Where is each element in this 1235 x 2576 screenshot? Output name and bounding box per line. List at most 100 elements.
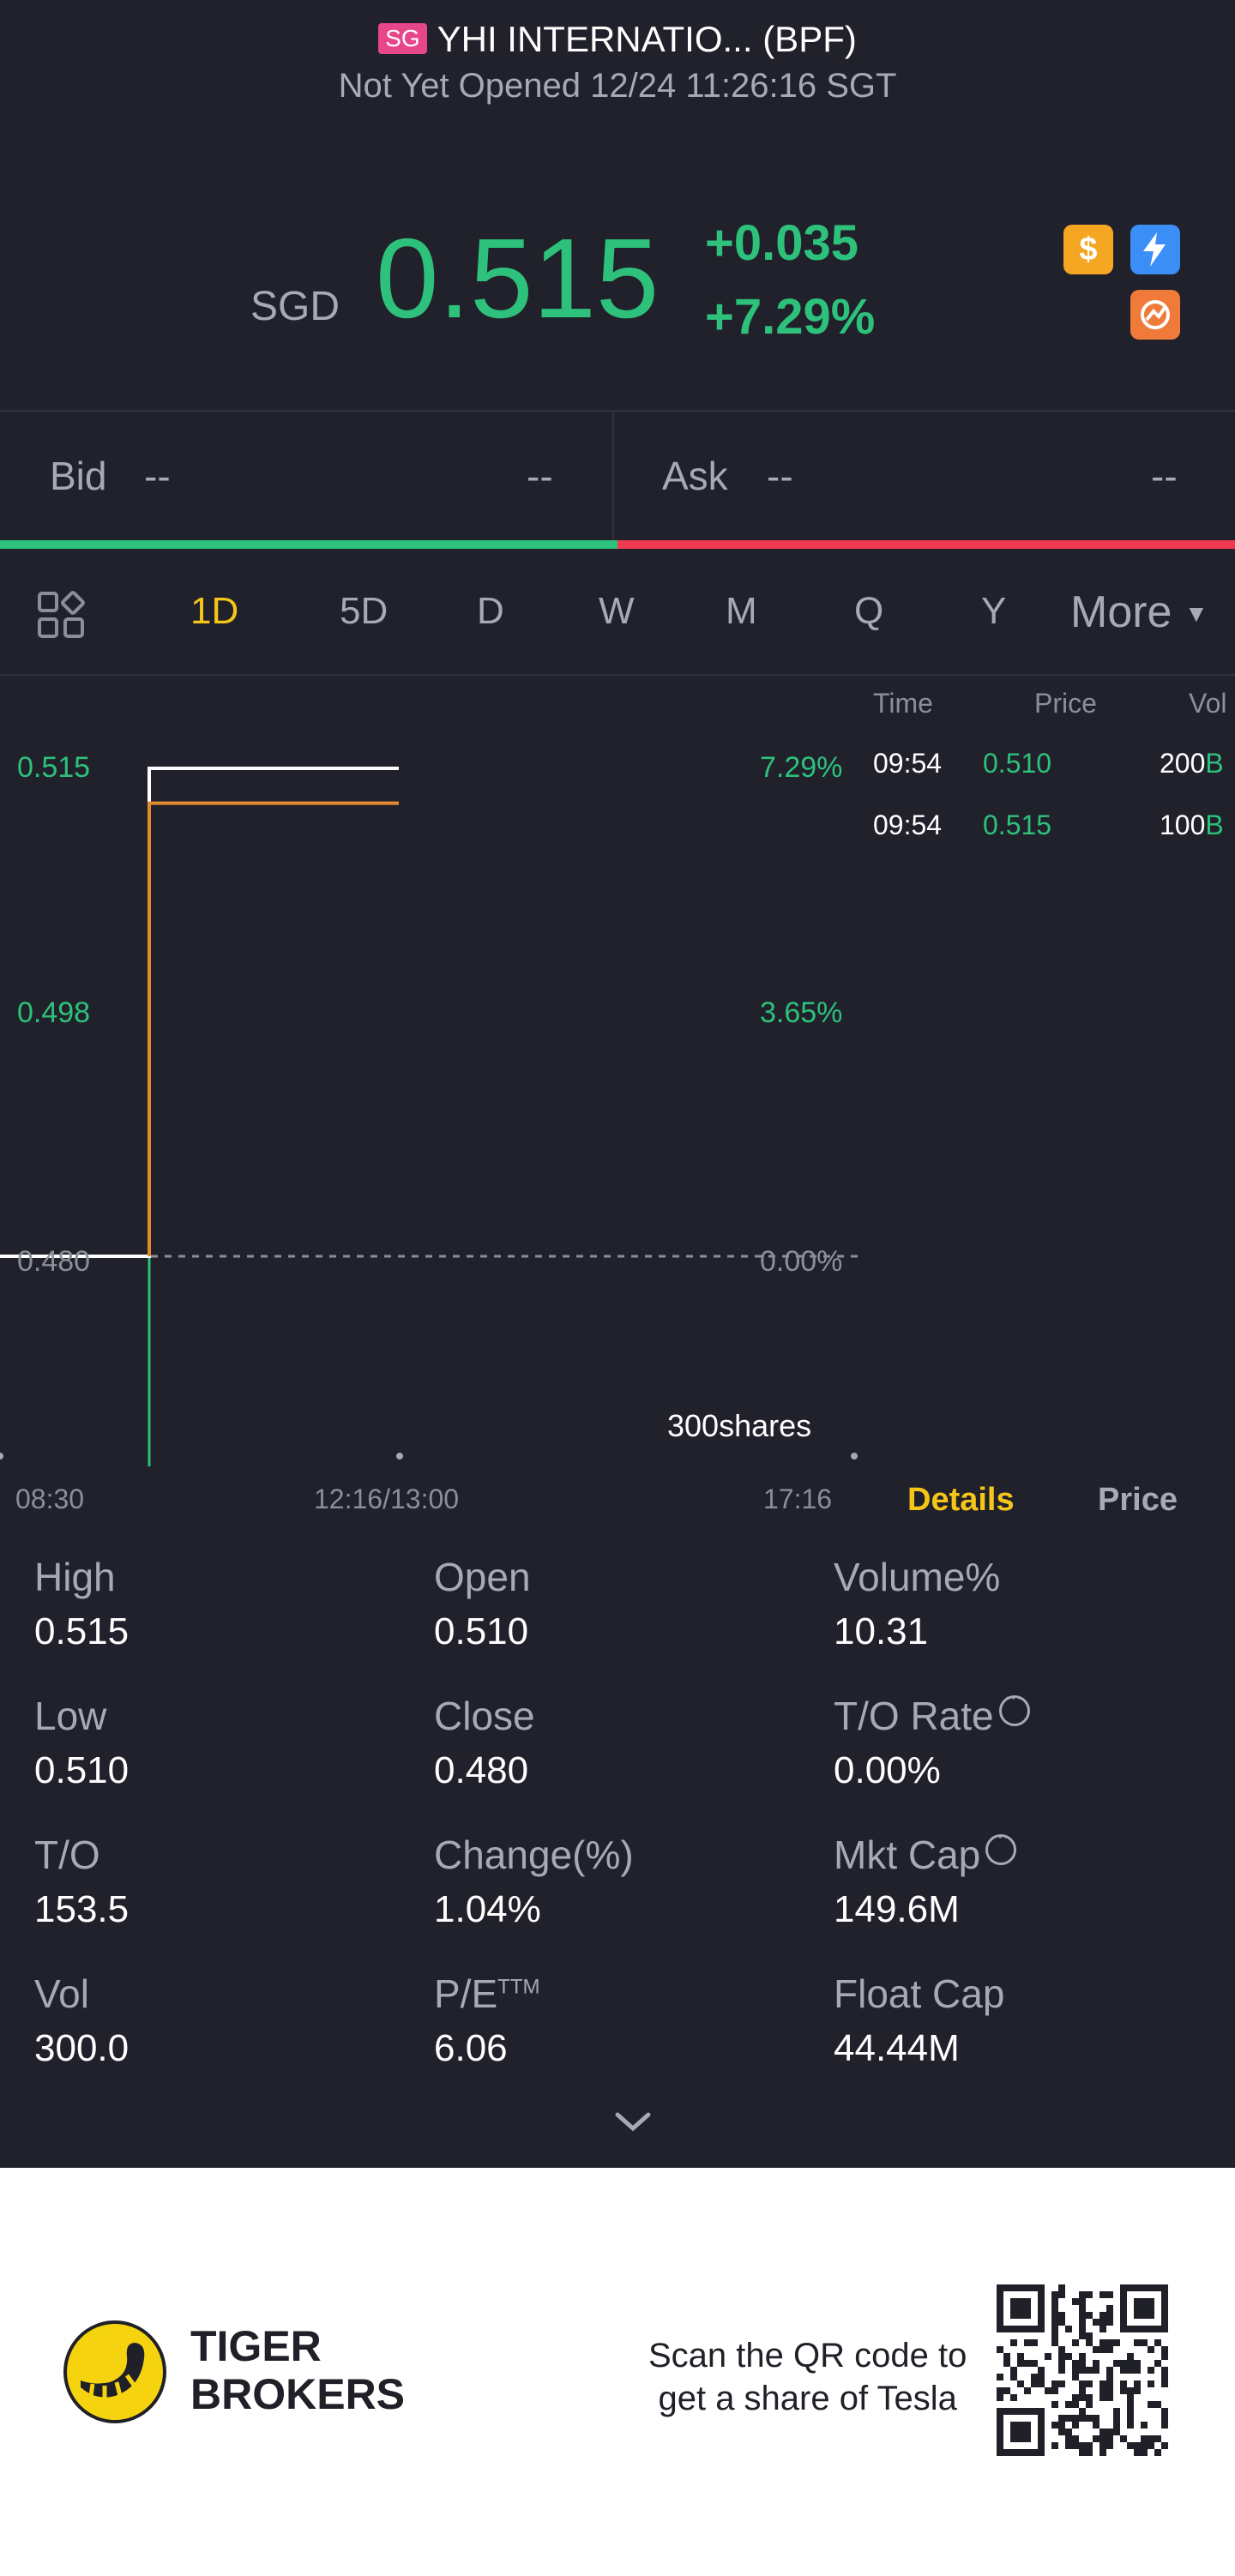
qr-module: [1086, 2394, 1093, 2401]
qr-module: [1113, 2408, 1120, 2415]
detail-label-high: High: [34, 1555, 116, 1599]
qr-module: [1093, 2422, 1099, 2429]
qr-module: [1086, 2442, 1093, 2449]
detail-label-pe: P/ETTM: [434, 1971, 539, 2017]
qr-module: [997, 2387, 1003, 2394]
qr-module: [1079, 2449, 1086, 2456]
qr-module: [1099, 2291, 1106, 2298]
qr-module: [1051, 2422, 1058, 2429]
qr-module: [1148, 2380, 1154, 2387]
tab-5d[interactable]: 5D: [340, 590, 389, 632]
chevron-down-icon[interactable]: [609, 2106, 657, 2141]
qr-module: [1148, 2442, 1154, 2449]
tab-1d[interactable]: 1D: [190, 590, 239, 632]
bid-price: --: [144, 454, 171, 498]
qr-module: [1079, 2408, 1086, 2415]
qr-module: [1072, 2360, 1079, 2367]
tab-d[interactable]: D: [477, 590, 504, 632]
qr-module: [1134, 2380, 1141, 2387]
qr-module: [1051, 2442, 1058, 2449]
qr-module: [1161, 2353, 1168, 2360]
avg-price-line: [148, 801, 399, 1256]
qr-module: [1161, 2408, 1168, 2415]
tab-m[interactable]: M: [726, 590, 757, 632]
pct-tick-high: 7.29%: [760, 751, 843, 784]
qr-module: [1017, 2380, 1024, 2387]
layout-grid-icon[interactable]: [36, 590, 87, 646]
qr-module: [1065, 2401, 1072, 2408]
qr-module: [1113, 2422, 1120, 2429]
qr-module: [1045, 2387, 1051, 2394]
x-tick-open: 08:30: [15, 1484, 85, 1514]
tab-more[interactable]: More ▼: [1070, 587, 1208, 638]
pct-tick-mid: 3.65%: [760, 996, 843, 1029]
trade-price: 0.510: [983, 748, 1052, 779]
qr-module: [1072, 2415, 1079, 2422]
detail-value-vol: 300.0: [34, 2027, 130, 2069]
qr-module: [1154, 2401, 1161, 2408]
app-screen: [0, 0, 1235, 2168]
qr-module: [1127, 2401, 1134, 2408]
qr-module: [1161, 2422, 1168, 2429]
qr-module: [1120, 2367, 1127, 2374]
detail-label-open: Open: [434, 1555, 531, 1599]
detail-label-pe-sup: TTM: [497, 1975, 540, 1999]
qr-finder: [1134, 2298, 1154, 2319]
qr-module: [1154, 2360, 1161, 2367]
more-info-icon[interactable]: [998, 1686, 1030, 1726]
qr-module: [1106, 2429, 1113, 2435]
qr-module: [1148, 2435, 1154, 2442]
qr-module: [1086, 2415, 1093, 2422]
ask-ratio-bar: [618, 540, 1235, 549]
qr-module: [1134, 2339, 1141, 2346]
qr-module: [1120, 2387, 1127, 2394]
dollar-icon[interactable]: $: [1063, 225, 1113, 274]
detail-value-change-pct: 1.04%: [434, 1888, 541, 1930]
intraday-chart[interactable]: [0, 677, 866, 1466]
qr-module: [1106, 2305, 1113, 2312]
qr-module: [1106, 2435, 1113, 2442]
qr-module: [1120, 2360, 1127, 2367]
qr-module: [1051, 2312, 1058, 2319]
qr-module: [1051, 2339, 1058, 2346]
margin-icon[interactable]: [1130, 290, 1180, 340]
tab-price[interactable]: Price: [1098, 1482, 1178, 1518]
qr-module: [1051, 2291, 1058, 2298]
qr-module: [1051, 2319, 1058, 2326]
qr-module: [1099, 2346, 1106, 2353]
qr-module: [1079, 2298, 1086, 2305]
qr-module: [1113, 2339, 1120, 2346]
qr-module: [1127, 2394, 1134, 2401]
qr-module: [1058, 2415, 1065, 2422]
tab-q[interactable]: Q: [854, 590, 884, 632]
qr-module: [1106, 2339, 1113, 2346]
qr-module: [1058, 2422, 1065, 2429]
qr-module: [1086, 2449, 1093, 2456]
qr-module: [1045, 2353, 1051, 2360]
detail-label-pe-text: P/E: [434, 1971, 498, 2016]
qr-module: [1031, 2339, 1038, 2346]
qr-module: [1058, 2284, 1065, 2291]
qr-module: [1099, 2312, 1106, 2319]
qr-module: [997, 2394, 1003, 2401]
qr-module: [1099, 2442, 1106, 2449]
tab-w[interactable]: W: [599, 590, 635, 632]
y-tick-mid: 0.498: [17, 996, 91, 1029]
tab-y[interactable]: Y: [981, 590, 1007, 632]
lightning-icon[interactable]: [1130, 225, 1180, 274]
more-info-icon[interactable]: [985, 1825, 1017, 1865]
qr-module: [1024, 2339, 1031, 2346]
qr-module: [1079, 2442, 1086, 2449]
detail-label-to-rate-text: T/O Rate: [834, 1694, 994, 1738]
trade-time: 09:54: [873, 810, 943, 840]
tab-details[interactable]: Details: [907, 1482, 1015, 1518]
qr-module: [1093, 2360, 1099, 2367]
qr-module: [1106, 2319, 1113, 2326]
qr-module: [1099, 2394, 1106, 2401]
trade-price: 0.515: [983, 810, 1052, 840]
qr-module: [1127, 2415, 1134, 2422]
qr-module: [1161, 2367, 1168, 2374]
qr-module: [1072, 2442, 1079, 2449]
trades-header-vol: Vol: [1189, 688, 1227, 719]
tiger-logo-icon: [62, 2319, 168, 2429]
